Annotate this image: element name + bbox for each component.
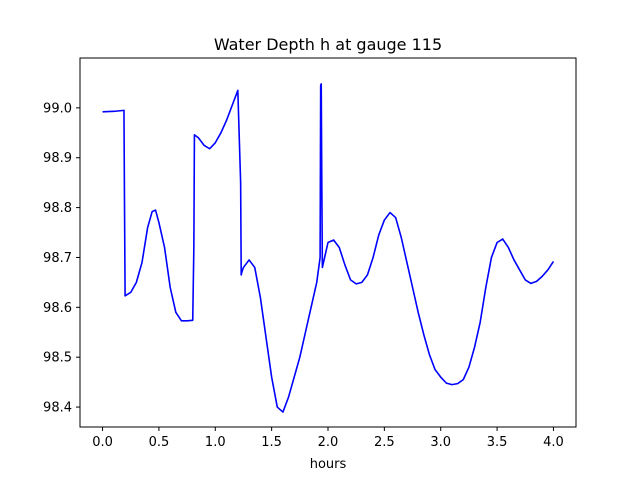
chart-title: Water Depth h at gauge 115: [214, 35, 442, 54]
x-tick-label: 3.5: [487, 435, 508, 450]
y-axis: 98.4 98.5 98.6 98.7 98.8 98.9 99.0: [43, 101, 80, 416]
x-tick-label: 0.0: [92, 435, 113, 450]
y-tick-label: 98.8: [43, 201, 72, 216]
x-tick-label: 2.5: [374, 435, 395, 450]
x-axis-label: hours: [310, 457, 347, 472]
x-tick-label: 3.0: [430, 435, 451, 450]
x-tick-label: 2.0: [318, 435, 339, 450]
series-line-0: [102, 83, 555, 413]
x-axis: 0.0 0.5 1.0 1.5 2.0 2.5 3.0 3.5 4.0: [92, 427, 564, 450]
y-tick-label: 99.0: [43, 101, 72, 116]
y-tick-label: 98.9: [43, 151, 72, 166]
x-tick-label: 1.5: [261, 435, 282, 450]
x-tick-label: 1.0: [205, 435, 226, 450]
y-tick-label: 98.7: [43, 251, 72, 266]
x-tick-label: 4.0: [543, 435, 564, 450]
y-tick-label: 98.6: [43, 301, 72, 316]
plot-area: [102, 83, 555, 413]
axes-frame: [79, 57, 577, 428]
x-tick-label: 0.5: [149, 435, 170, 450]
y-tick-label: 98.5: [43, 351, 72, 366]
y-tick-label: 98.4: [43, 401, 72, 416]
